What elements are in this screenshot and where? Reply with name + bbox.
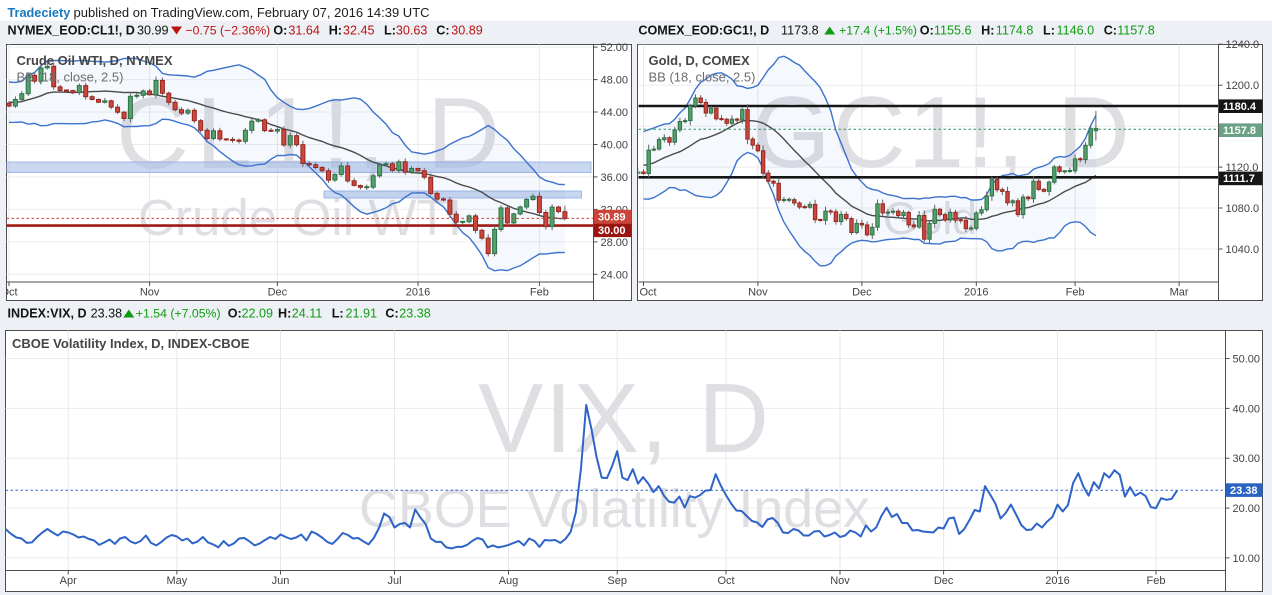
- svg-text:1120.0: 1120.0: [1226, 162, 1259, 174]
- svg-text:C:: C:: [436, 24, 449, 38]
- svg-text:BB (18, close, 2.5): BB (18, close, 2.5): [17, 70, 124, 85]
- svg-text:31.64: 31.64: [288, 24, 320, 38]
- svg-text:O:: O:: [228, 307, 242, 321]
- svg-text:Jun: Jun: [272, 575, 290, 587]
- svg-text:Sep: Sep: [607, 575, 627, 587]
- svg-text:Nov: Nov: [830, 575, 850, 587]
- svg-text:BB (18, close, 2.5): BB (18, close, 2.5): [649, 70, 756, 85]
- svg-text:O:: O:: [273, 24, 287, 38]
- svg-text:30.99: 30.99: [137, 24, 169, 38]
- svg-text:1240.0: 1240.0: [1226, 39, 1260, 51]
- svg-text:+17.4 (+1.5%): +17.4 (+1.5%): [839, 24, 917, 38]
- svg-text:1146.0: 1146.0: [1057, 24, 1095, 38]
- svg-text:Dec: Dec: [934, 575, 954, 587]
- svg-text:Apr: Apr: [60, 575, 77, 587]
- svg-text:1180.4: 1180.4: [1223, 101, 1257, 113]
- svg-text:30.89: 30.89: [598, 211, 626, 223]
- svg-text:36.00: 36.00: [601, 172, 629, 184]
- svg-text:L:: L:: [384, 24, 396, 38]
- svg-text:22.09: 22.09: [242, 307, 274, 321]
- svg-text:1157.8: 1157.8: [1117, 24, 1155, 38]
- svg-text:Oct: Oct: [639, 287, 656, 299]
- svg-text:Jul: Jul: [387, 575, 401, 587]
- svg-text:Oct: Oct: [0, 287, 17, 299]
- svg-text:CBOE Volatility Index, D, INDE: CBOE Volatility Index, D, INDEX-CBOE: [12, 336, 250, 351]
- svg-text:Feb: Feb: [530, 287, 549, 299]
- svg-text:Feb: Feb: [1066, 287, 1085, 299]
- svg-text:32.45: 32.45: [343, 24, 375, 38]
- svg-text:1111.7: 1111.7: [1223, 173, 1255, 185]
- svg-text:10.00: 10.00: [1233, 553, 1261, 565]
- svg-text:23.38: 23.38: [399, 307, 431, 321]
- svg-text:Feb: Feb: [1147, 575, 1166, 587]
- svg-text:NYMEX_EOD:CL1!, D: NYMEX_EOD:CL1!, D: [8, 24, 135, 38]
- svg-text:21.91: 21.91: [346, 307, 378, 321]
- svg-text:30.63: 30.63: [396, 24, 428, 38]
- svg-text:52.00: 52.00: [601, 42, 629, 54]
- svg-text:Aug: Aug: [499, 575, 519, 587]
- svg-text:40.00: 40.00: [1233, 403, 1261, 415]
- svg-text:1174.8: 1174.8: [996, 24, 1034, 38]
- svg-text:Nov: Nov: [748, 287, 768, 299]
- svg-text:H:: H:: [329, 24, 342, 38]
- svg-text:CBOE Volatility Index: CBOE Volatility Index: [359, 479, 870, 539]
- svg-text:1155.6: 1155.6: [934, 24, 972, 38]
- svg-text:44.00: 44.00: [601, 107, 629, 119]
- svg-text:30.89: 30.89: [451, 24, 483, 38]
- svg-text:2016: 2016: [964, 287, 988, 299]
- svg-text:C:: C:: [385, 307, 398, 321]
- svg-text:H:: H:: [278, 307, 291, 321]
- svg-text:2016: 2016: [1045, 575, 1069, 587]
- svg-text:Crude Oil WTI, D, NYMEX: Crude Oil WTI, D, NYMEX: [17, 53, 173, 68]
- svg-text:28.00: 28.00: [601, 237, 629, 249]
- svg-text:2016: 2016: [406, 287, 430, 299]
- svg-text:Mar: Mar: [1170, 287, 1189, 299]
- svg-text:Dec: Dec: [268, 287, 288, 299]
- svg-text:1157.8: 1157.8: [1223, 125, 1256, 137]
- svg-text:23.38: 23.38: [91, 307, 123, 321]
- svg-text:L:: L:: [332, 307, 344, 321]
- svg-text:30.00: 30.00: [1233, 453, 1261, 465]
- svg-text:1173.8: 1173.8: [781, 24, 819, 38]
- svg-text:C:: C:: [1104, 24, 1117, 38]
- svg-text:24.00: 24.00: [601, 269, 629, 281]
- svg-text:+1.54 (+7.05%): +1.54 (+7.05%): [136, 307, 221, 321]
- svg-text:1040.0: 1040.0: [1226, 244, 1260, 256]
- svg-text:COMEX_EOD:GC1!, D: COMEX_EOD:GC1!, D: [638, 24, 769, 38]
- svg-text:1080.0: 1080.0: [1226, 203, 1260, 215]
- svg-text:24.11: 24.11: [292, 307, 323, 321]
- svg-text:30.00: 30.00: [598, 225, 626, 237]
- svg-text:48.00: 48.00: [601, 75, 629, 87]
- svg-text:Gold, D, COMEX: Gold, D, COMEX: [649, 53, 750, 68]
- svg-text:23.38: 23.38: [1230, 485, 1258, 497]
- svg-text:May: May: [167, 575, 188, 587]
- svg-text:40.00: 40.00: [601, 140, 629, 152]
- svg-text:Nov: Nov: [140, 287, 160, 299]
- svg-text:VIX, D: VIX, D: [478, 363, 769, 473]
- svg-text:1200.0: 1200.0: [1226, 80, 1260, 92]
- svg-text:O:: O:: [920, 24, 934, 38]
- svg-text:50.00: 50.00: [1233, 354, 1261, 366]
- svg-text:L:: L:: [1043, 24, 1055, 38]
- svg-text:Dec: Dec: [852, 287, 872, 299]
- svg-text:INDEX:VIX, D: INDEX:VIX, D: [8, 307, 87, 321]
- svg-text:Oct: Oct: [717, 575, 734, 587]
- svg-text:H:: H:: [981, 24, 994, 38]
- svg-text:−0.75 (−2.36%): −0.75 (−2.36%): [186, 24, 271, 38]
- svg-text:20.00: 20.00: [1233, 503, 1261, 515]
